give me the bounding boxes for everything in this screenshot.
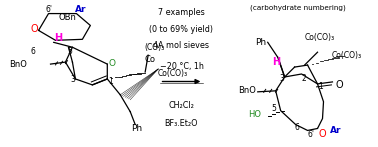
Text: 2: 2 [302, 74, 306, 83]
Text: 6': 6' [45, 5, 53, 14]
Text: 3: 3 [280, 74, 285, 83]
Text: Ph: Ph [255, 38, 266, 47]
Text: O: O [335, 80, 343, 90]
Text: 4A mol sieves: 4A mol sieves [153, 41, 209, 50]
Text: O: O [108, 59, 115, 68]
Text: 5: 5 [272, 104, 277, 113]
Text: (CO)₃: (CO)₃ [144, 43, 164, 52]
Text: O: O [31, 24, 38, 34]
Text: H: H [54, 33, 63, 43]
Text: O: O [319, 129, 326, 139]
Text: 3: 3 [70, 75, 75, 84]
Text: Ph: Ph [131, 124, 143, 133]
Text: 1: 1 [108, 77, 113, 86]
Text: 5: 5 [67, 47, 72, 56]
Text: (carbohydrate numbering): (carbohydrate numbering) [250, 4, 345, 11]
Text: (0 to 69% yield): (0 to 69% yield) [149, 25, 214, 34]
Text: OBn: OBn [59, 13, 76, 22]
Text: BnO: BnO [238, 86, 256, 95]
Text: BF₃.Et₂O: BF₃.Et₂O [165, 118, 198, 127]
Text: Co(CO)₃: Co(CO)₃ [305, 33, 335, 42]
Text: Ar: Ar [76, 5, 87, 14]
Text: 1: 1 [319, 82, 323, 91]
Text: 6: 6 [294, 123, 299, 132]
Text: Co(CO)₃: Co(CO)₃ [158, 69, 188, 77]
Text: HO: HO [248, 110, 261, 119]
Text: −20 °C, 1h: −20 °C, 1h [160, 62, 203, 71]
Text: Ar: Ar [330, 126, 341, 135]
Text: 6': 6' [308, 130, 314, 139]
Text: CH₂Cl₂: CH₂Cl₂ [169, 101, 194, 110]
Text: Co(CO)₃: Co(CO)₃ [332, 51, 362, 60]
Text: H: H [272, 57, 280, 67]
Text: 7 examples: 7 examples [158, 8, 205, 17]
Text: Co: Co [144, 55, 155, 64]
Text: BnO: BnO [9, 60, 26, 69]
Text: 6: 6 [31, 47, 36, 56]
